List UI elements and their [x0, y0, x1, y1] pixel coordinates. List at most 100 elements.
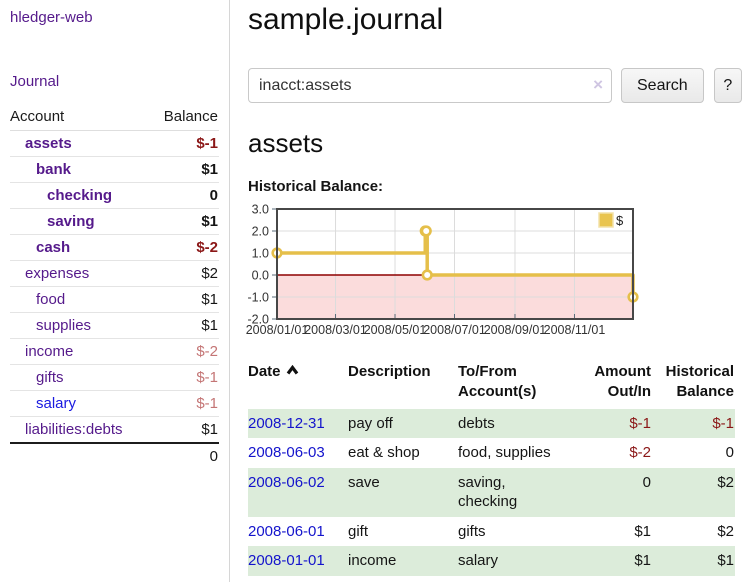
account-link[interactable]: checking — [47, 187, 113, 204]
transaction-balance: 0 — [725, 444, 734, 461]
svg-text:2008/01/01: 2008/01/01 — [246, 323, 309, 337]
transaction-row: 2008-06-01 gift gifts $1 $2 — [248, 517, 735, 547]
account-row: saving $1 — [10, 208, 219, 235]
account-link[interactable]: income — [25, 343, 74, 360]
sort-ascending-icon — [286, 362, 299, 382]
account-link[interactable]: salary — [36, 395, 77, 412]
account-row: expenses $2 — [10, 260, 219, 287]
transaction-date-link[interactable]: 2008-06-01 — [248, 522, 325, 540]
transaction-amount: $1 — [634, 522, 651, 540]
transaction-accounts: food, supplies — [458, 444, 551, 461]
accounts-column-header[interactable]: To/From Account(s) — [458, 363, 537, 401]
account-balance: $1 — [150, 156, 219, 183]
transaction-accounts: debts — [458, 414, 495, 432]
transaction-accounts: gifts — [458, 522, 486, 540]
transaction-amount: 0 — [642, 473, 651, 491]
sidebar: hledger-web Journal Account Balance asse… — [0, 0, 230, 582]
transaction-row: 2008-06-03 eat & shop food, supplies $-2… — [248, 438, 735, 468]
account-balance: $-1 — [150, 364, 219, 391]
chart-title: Historical Balance: — [248, 178, 384, 195]
transaction-row: 2008-06-02 save saving, checking 0 $2 — [248, 467, 735, 517]
search-bar: × Search ? — [248, 68, 742, 103]
account-balance: $2 — [150, 260, 219, 287]
account-link[interactable]: food — [36, 291, 66, 308]
transaction-accounts: salary — [458, 552, 499, 569]
transaction-amount: $1 — [634, 552, 651, 569]
transaction-description: pay off — [348, 414, 393, 432]
svg-text:1.0: 1.0 — [252, 247, 269, 261]
account-row: bank $1 — [10, 156, 219, 183]
register-body: 2008-12-31 pay off debts $-1 $-1 2008-06… — [248, 408, 735, 576]
svg-text:-1.0: -1.0 — [247, 291, 269, 305]
svg-text:2008/03/01: 2008/03/01 — [304, 323, 367, 337]
search-button[interactable]: Search — [621, 68, 704, 103]
transaction-date-link[interactable]: 2008-06-03 — [248, 444, 325, 461]
account-row: assets $-1 — [10, 130, 219, 157]
transaction-balance: $1 — [717, 552, 734, 569]
transaction-row: 2008-12-31 pay off debts $-1 $-1 — [248, 408, 735, 438]
account-link[interactable]: saving — [47, 213, 95, 230]
main-content: sample.journal × Search ? assets Histori… — [230, 0, 742, 582]
svg-text:2008/09/01: 2008/09/01 — [484, 323, 547, 337]
transaction-description: save — [348, 473, 380, 491]
transaction-description: eat & shop — [348, 444, 420, 461]
sidebar-accounts-table: Account Balance assets $-1 ban — [10, 105, 219, 469]
account-row: salary $-1 — [10, 390, 219, 417]
svg-text:2008/05/01: 2008/05/01 — [364, 323, 427, 337]
account-row: supplies $1 — [10, 312, 219, 339]
register-table: Date Description To/From Account(s) Amou… — [248, 360, 735, 576]
account-row: liabilities:debts $1 — [10, 416, 219, 444]
help-button[interactable]: ? — [713, 68, 742, 103]
sidebar-item-journal[interactable]: Journal — [10, 73, 60, 90]
account-balance: $1 — [150, 208, 219, 235]
account-link[interactable]: cash — [36, 239, 71, 256]
balance-column-header[interactable]: Balance — [150, 105, 219, 131]
search-input[interactable] — [248, 68, 612, 103]
account-row: cash $-2 — [10, 234, 219, 261]
account-row: food $1 — [10, 286, 219, 313]
brand-link[interactable]: hledger-web — [10, 9, 93, 26]
account-balance: $-1 — [150, 390, 219, 417]
account-balance: $1 — [150, 286, 219, 313]
transaction-balance: $2 — [717, 473, 734, 491]
account-balance: 0 — [150, 182, 219, 209]
account-link[interactable]: expenses — [25, 265, 90, 282]
transaction-date-link[interactable]: 2008-06-02 — [248, 473, 325, 491]
balance-column-header-register[interactable]: Historical Balance — [665, 363, 734, 401]
page-title: sample.journal — [248, 3, 444, 36]
svg-text:3.0: 3.0 — [252, 203, 269, 217]
account-balance: $1 — [150, 312, 219, 339]
svg-text:-2.0: -2.0 — [247, 313, 269, 327]
account-link[interactable]: bank — [36, 161, 72, 178]
account-row: income $-2 — [10, 338, 219, 365]
transaction-balance: $-1 — [712, 414, 734, 432]
clear-search-icon[interactable]: × — [593, 75, 603, 94]
transaction-row: 2008-01-01 income salary $1 $1 — [248, 546, 735, 576]
historical-balance-chart: 3.0 2.0 1.0 0.0 -1.0 -2.02008/01/012008/03/01… — [246, 203, 639, 337]
account-row: gifts $-1 — [10, 364, 219, 391]
transaction-description: gift — [348, 522, 369, 540]
transaction-amount: $-1 — [629, 414, 651, 432]
svg-text:2.0: 2.0 — [252, 225, 269, 239]
account-balance: $1 — [150, 416, 219, 444]
amount-column-header[interactable]: Amount Out/In — [594, 363, 651, 401]
account-balance: $-2 — [150, 338, 219, 365]
transaction-balance: $2 — [717, 522, 734, 540]
svg-text:2008/07/01: 2008/07/01 — [423, 323, 486, 337]
transaction-date-link[interactable]: 2008-12-31 — [248, 414, 325, 432]
account-link[interactable]: assets — [25, 135, 72, 152]
account-balance: $-2 — [150, 234, 219, 261]
account-row: checking 0 — [10, 182, 219, 209]
transaction-date-link[interactable]: 2008-01-01 — [248, 552, 325, 569]
description-column-header[interactable]: Description — [348, 363, 431, 380]
svg-text:2008/11/01: 2008/11/01 — [544, 323, 606, 337]
accounts-body: assets $-1 bank $1 checking — [10, 130, 219, 444]
date-column-header[interactable]: Date — [248, 360, 348, 409]
account-link[interactable]: gifts — [36, 369, 64, 386]
transaction-description: income — [348, 552, 397, 569]
account-link[interactable]: liabilities:debts — [25, 421, 123, 438]
account-column-header[interactable]: Account — [10, 105, 151, 131]
transaction-accounts: saving, checking — [458, 473, 518, 511]
account-link[interactable]: supplies — [36, 317, 92, 334]
transaction-amount: $-2 — [629, 444, 651, 461]
